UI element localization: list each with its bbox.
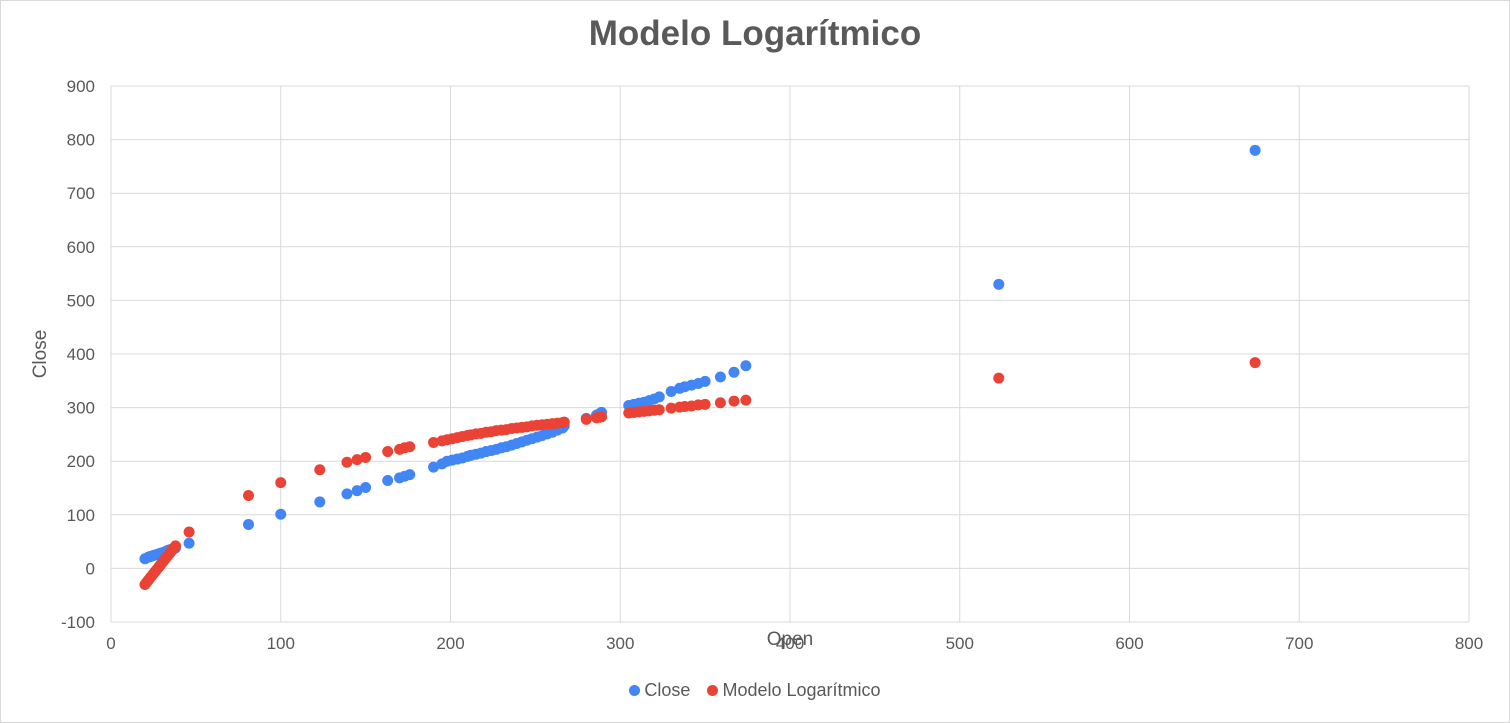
modelo-point — [170, 540, 182, 552]
x-axis-title: Open — [767, 629, 813, 650]
close-point — [740, 360, 752, 372]
x-tick-labels: 0 100 200 300 400 500 600 700 800 — [106, 634, 1483, 653]
modelo-point — [699, 398, 711, 410]
modelo-point — [314, 464, 326, 476]
x-tick-label: 500 — [946, 634, 974, 653]
y-tick-label: 200 — [67, 452, 95, 471]
y-tick-label: 400 — [67, 345, 95, 364]
x-tick-label: 800 — [1455, 634, 1483, 653]
modelo-point — [382, 446, 394, 458]
legend-marker-close — [629, 685, 641, 696]
legend-entry-modelo: Modelo Logarítmico — [707, 680, 881, 701]
y-tick-labels: -100 0 100 200 300 400 500 600 700 800 900 — [61, 77, 95, 632]
y-tick-label: -100 — [61, 613, 95, 632]
modelo-point — [596, 411, 608, 423]
modelo-point — [580, 413, 592, 425]
close-point — [699, 375, 711, 387]
close-point — [665, 386, 677, 398]
x-tick-label: 700 — [1285, 634, 1313, 653]
legend-label-close: Close — [644, 680, 691, 700]
y-tick-label: 100 — [67, 506, 95, 525]
data-points — [139, 144, 1261, 590]
close-point — [242, 518, 254, 530]
y-tick-label: 800 — [67, 131, 95, 150]
modelo-point — [404, 441, 416, 453]
chart-title: Modelo Logarítmico — [588, 14, 922, 53]
close-point — [653, 391, 665, 403]
legend-entry-close: Close — [629, 680, 690, 701]
modelo-point — [275, 477, 287, 489]
legend-marker-modelo — [707, 685, 719, 696]
x-tick-label: 0 — [106, 634, 115, 653]
modelo-point — [728, 395, 740, 407]
x-tick-label: 200 — [436, 634, 464, 653]
close-point — [341, 488, 353, 500]
y-tick-label: 300 — [67, 399, 95, 418]
close-point — [183, 537, 195, 549]
y-tick-label: 600 — [67, 238, 95, 257]
close-point — [351, 485, 363, 497]
y-tick-label: 900 — [67, 77, 95, 96]
modelo-point — [242, 490, 254, 502]
close-point — [275, 508, 287, 520]
modelo-point — [993, 372, 1005, 384]
close-point — [360, 481, 372, 493]
modelo-point — [665, 402, 677, 414]
modelo-point — [558, 416, 570, 428]
y-tick-label: 500 — [67, 291, 95, 310]
modelo-point — [653, 404, 665, 416]
gridlines — [110, 85, 1470, 623]
modelo-point — [740, 394, 752, 406]
x-tick-label: 100 — [267, 634, 295, 653]
legend: Close Modelo Logarítmico — [0, 680, 1510, 701]
close-point — [428, 461, 440, 473]
close-point — [728, 366, 740, 378]
legend-label-modelo: Modelo Logarítmico — [722, 680, 881, 700]
y-tick-label: 0 — [86, 559, 95, 578]
modelo-point — [360, 451, 372, 463]
y-axis-title: Close — [30, 330, 51, 379]
modelo-point — [341, 456, 353, 468]
x-tick-label: 600 — [1115, 634, 1143, 653]
close-point — [993, 278, 1005, 290]
modelo-point — [183, 526, 195, 538]
y-tick-label: 700 — [67, 184, 95, 203]
close-point — [1249, 144, 1261, 156]
modelo-point — [428, 436, 440, 448]
close-point — [404, 469, 416, 481]
close-point — [314, 496, 326, 508]
modelo-point — [1249, 357, 1261, 369]
close-point — [382, 474, 394, 486]
modelo-point — [714, 397, 726, 409]
x-tick-label: 300 — [606, 634, 634, 653]
x-tick-label: 400 — [776, 634, 804, 653]
modelo-point — [351, 454, 363, 466]
close-point — [714, 371, 726, 383]
